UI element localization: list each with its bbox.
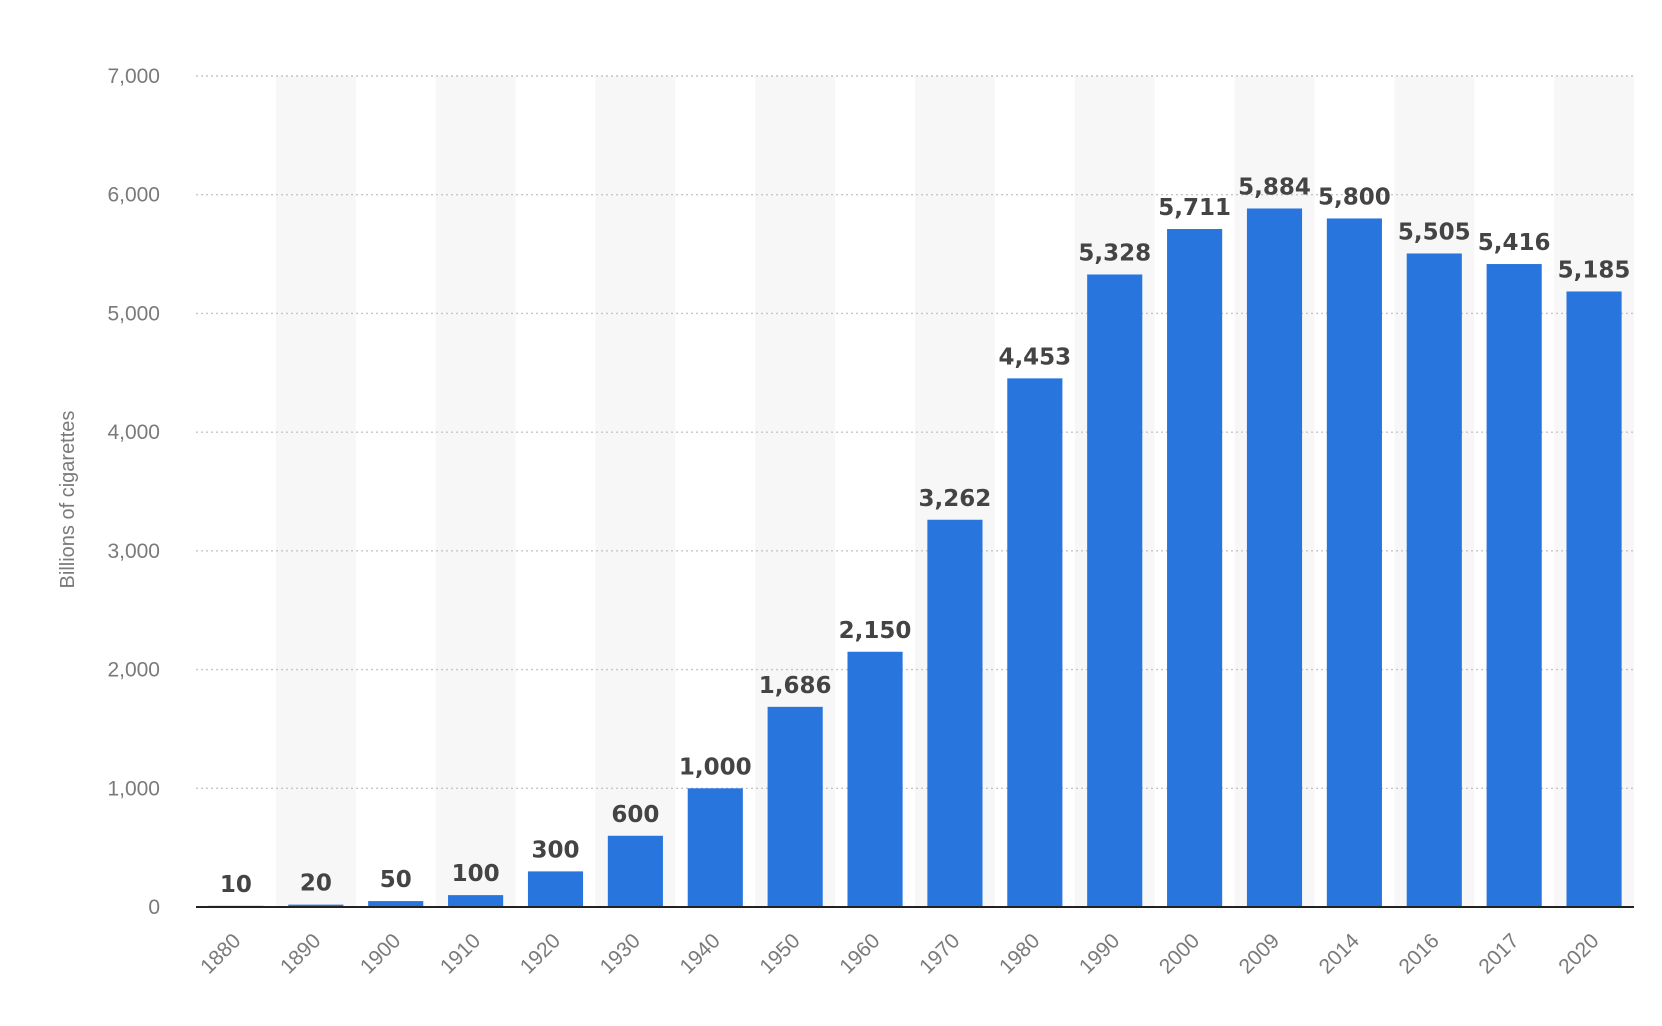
x-tick-label: 1910 [436, 929, 485, 978]
x-tick-label: 1940 [676, 929, 725, 978]
bar-1970 [927, 519, 983, 907]
y-tick-label: 0 [148, 896, 160, 919]
x-tick-label: 2020 [1554, 929, 1603, 978]
bar-1890 [288, 904, 344, 907]
x-tick-label: 1890 [276, 929, 325, 978]
bar-1920 [527, 871, 584, 907]
data-label-1980: 4,453 [998, 344, 1071, 370]
x-tick-label: 2014 [1315, 929, 1365, 979]
x-tick-label: 2009 [1235, 929, 1284, 978]
x-tick-label: 1920 [516, 929, 565, 978]
bar-2014 [1326, 218, 1382, 907]
band-1910 [435, 76, 516, 907]
data-labels: 10 20 50 100 300 600 1,000 1,686 2,150 3,262 4,453… [220, 174, 1631, 897]
data-label-1990: 5,328 [1078, 240, 1151, 266]
data-label-2009: 5,884 [1238, 174, 1311, 200]
y-axis-label: Billions of cigarettes [57, 411, 79, 589]
data-label-2017: 5,416 [1478, 230, 1551, 256]
data-label-1950: 1,686 [759, 673, 832, 699]
x-tick-label: 2017 [1474, 929, 1523, 978]
bars [208, 208, 1622, 908]
y-axis-ticks: 0 1,000 2,000 3,000 4,000 5,000 6,000 7,000 [107, 65, 160, 919]
data-label-1930: 600 [611, 802, 659, 828]
data-label-1920: 300 [531, 837, 579, 863]
data-label-2000: 5,711 [1158, 195, 1231, 221]
x-tick-label: 1970 [915, 929, 964, 978]
x-tick-label: 2000 [1155, 929, 1204, 978]
bar-1980 [1007, 378, 1063, 907]
x-tick-label: 1980 [995, 929, 1044, 978]
y-tick-label: 7,000 [107, 65, 160, 88]
band-1930 [595, 76, 676, 907]
data-label-1960: 2,150 [839, 618, 912, 644]
bar-1940 [687, 788, 743, 907]
bar-1900 [368, 901, 424, 907]
y-tick-label: 1,000 [107, 777, 160, 800]
y-tick-label: 5,000 [107, 302, 160, 325]
bar-2000 [1167, 229, 1223, 908]
x-tick-label: 1990 [1075, 929, 1124, 978]
data-label-1880: 10 [220, 872, 252, 898]
data-label-1970: 3,262 [919, 486, 992, 512]
data-label-2016: 5,505 [1398, 219, 1471, 245]
y-tick-label: 6,000 [107, 184, 160, 207]
y-tick-label: 2,000 [107, 659, 160, 682]
bar-1910 [448, 895, 504, 907]
y-tick-label: 4,000 [107, 421, 160, 444]
bar-2009 [1246, 208, 1303, 908]
band-1890 [275, 76, 356, 907]
data-label-2020: 5,185 [1558, 257, 1631, 283]
bar-1990 [1087, 274, 1143, 907]
data-label-1910: 100 [452, 861, 500, 887]
data-label-1890: 20 [300, 871, 332, 897]
x-tick-label: 1950 [755, 929, 804, 978]
x-tick-label: 2016 [1395, 929, 1444, 978]
x-axis-ticks: 1880 1890 1900 1910 1920 1930 1940 1950 1960 1970… [196, 929, 1603, 979]
x-tick-label: 1960 [835, 929, 884, 978]
bar-2016 [1406, 253, 1462, 908]
bar-2020 [1566, 291, 1622, 907]
x-tick-label: 1930 [596, 929, 645, 978]
x-tick-label: 1880 [196, 929, 245, 978]
y-tick-label: 3,000 [107, 540, 160, 563]
bar-1930 [607, 835, 663, 907]
data-label-1940: 1,000 [679, 754, 752, 780]
data-label-1900: 50 [380, 867, 412, 893]
bar-1950 [767, 706, 823, 907]
bar-2017 [1486, 264, 1542, 907]
x-tick-label: 1900 [356, 929, 405, 978]
bar-1960 [847, 651, 903, 907]
data-label-2014: 5,800 [1318, 184, 1391, 210]
